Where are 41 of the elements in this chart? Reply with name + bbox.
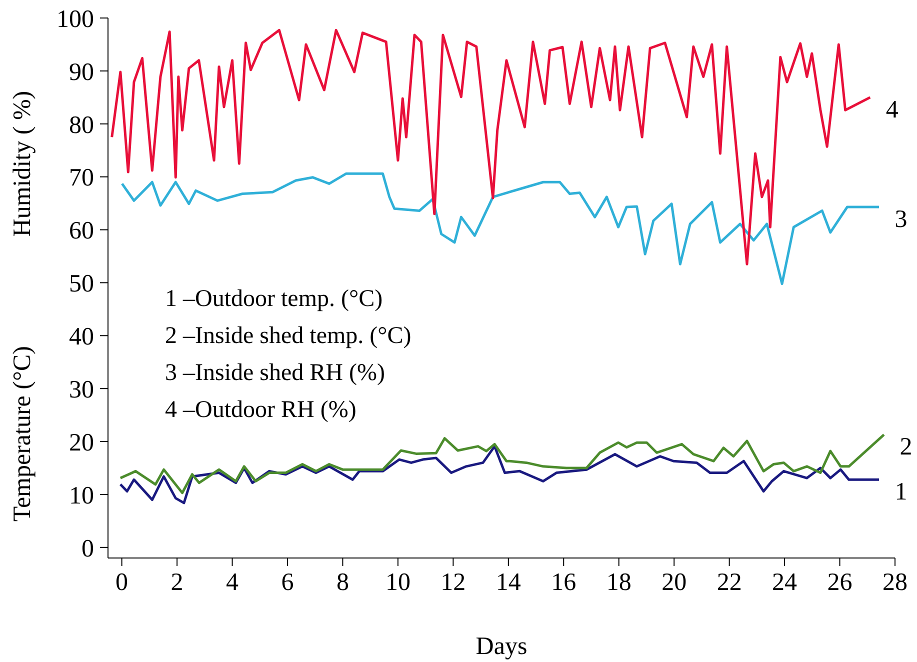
x-tick-label: 22	[716, 568, 742, 596]
x-tick-label: 28	[882, 568, 908, 596]
y-tick-label: 0	[82, 535, 94, 562]
x-tick-label: 18	[606, 568, 632, 596]
annotation: 2 –Inside shed temp. (°C)	[165, 323, 412, 349]
text: Temperature (°C)	[9, 346, 36, 522]
x-tick-label: 26	[827, 568, 852, 596]
line-series	[119, 445, 880, 504]
y-tick-label: 50	[69, 270, 94, 298]
y-tick-label: 70	[69, 164, 94, 192]
y-tick-label: 90	[69, 58, 94, 86]
y-tick-label: 20	[69, 429, 94, 456]
annotation: 4 –Outdoor RH (%)	[165, 397, 356, 423]
x-tick-label: 8	[336, 568, 349, 596]
series-label: 2	[900, 434, 912, 461]
x-tick-label: 2	[170, 568, 184, 596]
series-label: 3	[894, 206, 908, 233]
x-tick-label: 16	[551, 568, 576, 596]
y-axis-title: Humidity ( %)	[9, 90, 36, 237]
y-tick-label: 100	[56, 6, 94, 33]
series-label: 4	[886, 96, 899, 124]
x-tick-label: 24	[772, 568, 798, 596]
x-tick-label: 4	[226, 568, 240, 596]
x-tick-label: 20	[662, 568, 687, 596]
y-tick-label: 80	[69, 112, 94, 139]
x-tick-label: 12	[440, 568, 466, 596]
y-tick-label: 10	[69, 482, 94, 510]
x-tick-label: 10	[385, 568, 410, 596]
annotation: 3 –Inside shed RH (%)	[165, 360, 385, 386]
y-tick-label: 30	[69, 376, 94, 404]
x-tick-label: 14	[496, 568, 522, 596]
line-series	[119, 433, 886, 494]
line-series	[120, 172, 880, 286]
series-label: 1	[894, 478, 908, 506]
x-tick-label: 0	[116, 568, 128, 596]
annotation: 1 –Outdoor temp. (°C)	[165, 286, 383, 312]
x-tick-label: 6	[281, 568, 294, 596]
x-axis-title: Days	[476, 633, 528, 660]
y-tick-label: 40	[69, 324, 94, 351]
line-series	[110, 28, 872, 266]
y-tick-label: 60	[69, 218, 94, 245]
